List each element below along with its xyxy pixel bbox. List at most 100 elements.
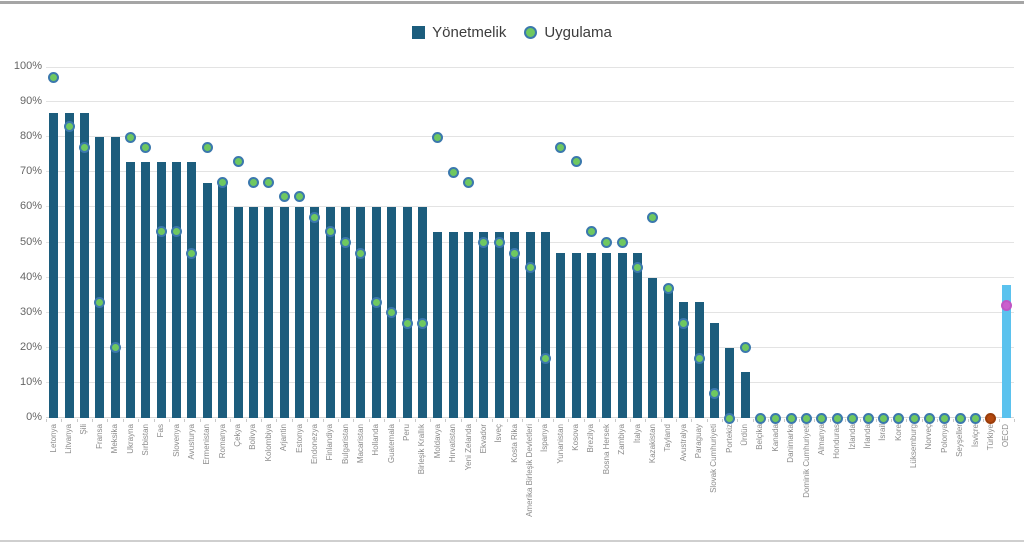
dot-Tayland	[662, 282, 674, 294]
x-label-OECD: OECD	[1001, 424, 1011, 448]
x-label-Tayland: Tayland	[663, 424, 673, 452]
x-tick-mark	[983, 419, 985, 422]
dot-Lüksemburg	[908, 412, 920, 424]
x-label-Romanya: Romanya	[217, 424, 227, 459]
x-tick-mark	[168, 419, 170, 422]
x-tick-mark	[460, 419, 462, 422]
x-tick-mark	[1014, 419, 1015, 422]
bar-OECD	[1001, 284, 1011, 418]
x-tick-mark	[153, 419, 155, 422]
x-label-Slovenya: Slovenya	[171, 424, 181, 457]
x-tick-mark	[998, 419, 1000, 422]
bar-Hırvatistan	[448, 231, 458, 418]
y-tick-label-90: 90%	[19, 95, 42, 108]
dot-Paraguay	[693, 352, 705, 364]
bar-Avusturya	[187, 161, 197, 418]
dot-Arjantin	[278, 191, 290, 203]
dot-Zambiya	[616, 237, 628, 248]
bar-Kazakistan	[648, 277, 658, 418]
dot-İsveç	[493, 237, 505, 248]
page-top-border	[0, 1, 1024, 4]
dot-Kore	[893, 412, 905, 424]
x-tick-mark	[921, 419, 923, 422]
x-label-Yeni Zelanda: Yeni Zelanda	[463, 424, 473, 471]
dot-İspanya	[539, 352, 551, 364]
dot-Fas	[155, 226, 167, 238]
bar-Yunanistan	[556, 253, 566, 418]
bar-Fas	[156, 161, 166, 418]
bar-Yeni Zelanda	[464, 231, 474, 418]
x-tick-mark	[92, 419, 94, 422]
bar-Hollanda	[371, 207, 381, 418]
x-tick-mark	[322, 419, 324, 422]
x-label-İsviçre: İsviçre	[970, 424, 980, 448]
x-tick-mark	[645, 419, 647, 422]
bar-Ukrayna	[126, 161, 135, 418]
dot-Ukrayna	[125, 131, 136, 143]
bar-İtalya	[633, 253, 643, 418]
dot-OECD	[1000, 300, 1012, 312]
x-label-Hollanda: Hollanda	[371, 424, 381, 456]
x-tick-mark	[307, 419, 309, 422]
dot-Kosta Rika	[509, 247, 521, 259]
x-label-Kolombiya: Kolombiya	[263, 424, 273, 462]
x-tick-mark	[522, 419, 524, 422]
dot-Ekvador	[478, 237, 490, 248]
x-tick-mark	[875, 419, 877, 422]
x-label-Hırvatistan: Hırvatistan	[448, 424, 458, 463]
x-label-Türkiye: Türkiye	[985, 424, 995, 451]
bar-Letonya	[49, 112, 59, 418]
x-tick-mark	[399, 419, 401, 422]
dot-Kanada	[770, 412, 782, 424]
x-label-Slovak Cumhuriyeti: Slovak Cumhuriyeti	[709, 424, 719, 493]
plot-area	[46, 67, 1014, 424]
bar-Bulgaristan	[341, 207, 351, 418]
x-tick-mark	[967, 419, 969, 422]
bar-Bolivya	[248, 207, 258, 418]
x-tick-mark	[860, 419, 862, 422]
x-label-Letonya: Letonya	[48, 424, 58, 453]
page-bottom-border	[0, 540, 1024, 542]
bar-Peru	[402, 207, 412, 418]
x-label-Kazakistan: Kazakistan	[647, 424, 657, 464]
x-tick-mark	[783, 419, 785, 422]
x-tick-mark	[568, 419, 570, 422]
x-tick-mark	[199, 419, 201, 422]
x-label-Moldavya: Moldavya	[432, 424, 442, 459]
x-tick-mark	[583, 419, 585, 422]
x-label-İspanya: İspanya	[540, 424, 550, 453]
x-tick-mark	[952, 419, 954, 422]
x-label-İsrail: İsrail	[878, 424, 888, 441]
x-tick-mark	[614, 419, 616, 422]
dot-Belçika	[754, 412, 766, 424]
dot-Bosna Hersek	[601, 237, 613, 248]
x-label-Almanya: Almanya	[816, 424, 826, 456]
x-tick-mark	[337, 419, 339, 422]
dot-Türkiye	[985, 412, 997, 424]
dot-Danimarka	[785, 412, 797, 424]
x-tick-mark	[691, 419, 693, 422]
x-label-Brezilya: Brezilya	[586, 424, 596, 453]
dot-Litvanya	[63, 121, 75, 133]
bar-Brezilya	[586, 253, 596, 418]
dot-Romanya	[217, 177, 229, 189]
x-label-Finlandiya: Finlandiya	[325, 424, 335, 461]
dot-Sırbistan	[140, 142, 152, 154]
dot-İsrail	[877, 412, 889, 424]
legend: Yönetmelik Uygulama	[0, 21, 1024, 43]
y-tick-label-60: 60%	[19, 200, 42, 213]
dot-series-swatch-icon	[524, 25, 538, 39]
x-label-Macaristan: Macaristan	[355, 424, 365, 464]
x-label-Sırbistan: Sırbistan	[140, 424, 150, 456]
x-tick-mark	[353, 419, 355, 422]
dot-İrlanda	[862, 412, 874, 424]
x-label-Fas: Fas	[156, 424, 166, 438]
dot-Ürdün	[739, 342, 751, 354]
x-label-Seyşeller: Seyşeller	[955, 424, 965, 457]
x-label-Zambiya: Zambiya	[617, 424, 627, 455]
bar-Arjantin	[279, 207, 289, 418]
x-label-Danimarka: Danimarka	[786, 424, 796, 463]
dot-İsviçre	[970, 412, 982, 424]
dot-Yeni Zelanda	[463, 177, 475, 189]
x-label-Ürdün: Ürdün	[740, 424, 750, 446]
